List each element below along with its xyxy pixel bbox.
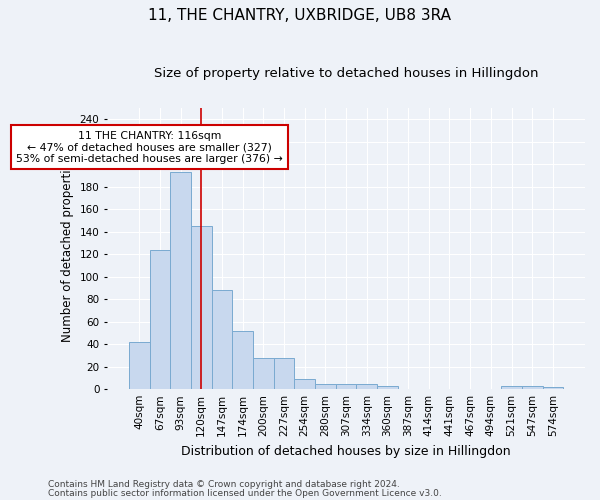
- Bar: [356, 384, 377, 389]
- Bar: [377, 386, 398, 389]
- Bar: [191, 226, 212, 389]
- X-axis label: Distribution of detached houses by size in Hillingdon: Distribution of detached houses by size …: [181, 444, 511, 458]
- Y-axis label: Number of detached properties: Number of detached properties: [61, 156, 74, 342]
- Bar: [129, 342, 149, 389]
- Bar: [295, 379, 315, 389]
- Text: Contains HM Land Registry data © Crown copyright and database right 2024.: Contains HM Land Registry data © Crown c…: [48, 480, 400, 489]
- Title: Size of property relative to detached houses in Hillingdon: Size of property relative to detached ho…: [154, 68, 538, 80]
- Bar: [315, 384, 336, 389]
- Bar: [212, 290, 232, 389]
- Bar: [232, 330, 253, 389]
- Bar: [522, 386, 542, 389]
- Bar: [274, 358, 295, 389]
- Bar: [149, 250, 170, 389]
- Bar: [542, 387, 563, 389]
- Bar: [170, 172, 191, 389]
- Text: 11 THE CHANTRY: 116sqm
← 47% of detached houses are smaller (327)
53% of semi-de: 11 THE CHANTRY: 116sqm ← 47% of detached…: [16, 130, 283, 164]
- Bar: [336, 384, 356, 389]
- Text: Contains public sector information licensed under the Open Government Licence v3: Contains public sector information licen…: [48, 488, 442, 498]
- Bar: [253, 358, 274, 389]
- Bar: [501, 386, 522, 389]
- Text: 11, THE CHANTRY, UXBRIDGE, UB8 3RA: 11, THE CHANTRY, UXBRIDGE, UB8 3RA: [149, 8, 452, 22]
